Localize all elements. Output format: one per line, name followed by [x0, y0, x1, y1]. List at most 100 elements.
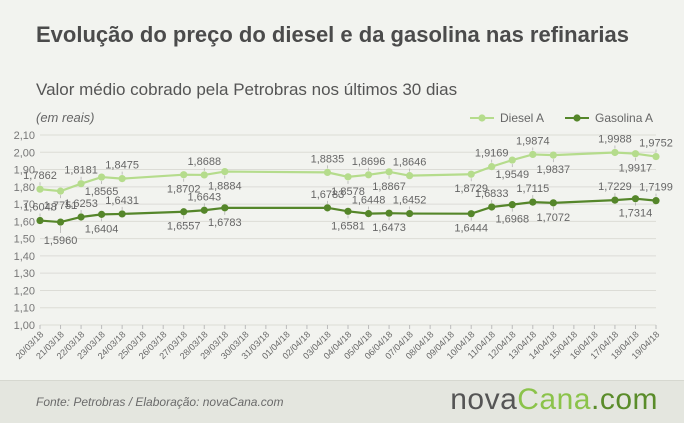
data-label: 1,6783 — [311, 189, 345, 201]
data-label: 1,6452 — [393, 195, 427, 207]
data-label: 1,8565 — [85, 186, 119, 198]
chart-subtitle: Valor médio cobrado pela Petrobras nos ú… — [36, 80, 458, 99]
data-label: 1,8646 — [393, 157, 427, 169]
data-point — [221, 204, 229, 212]
data-point — [180, 171, 188, 179]
data-point — [118, 210, 126, 218]
data-label: 1,6557 — [167, 221, 201, 233]
data-point — [611, 196, 619, 204]
data-label: 1,8696 — [352, 156, 386, 168]
y-tick-label: 1,10 — [14, 303, 35, 315]
x-axis: 20/03/1821/03/1822/03/1823/03/1824/03/18… — [14, 325, 661, 361]
data-point — [344, 173, 352, 181]
line-chart: 2,10 2,00 1,90 1,80 1,70 1,60 1,50 1,40 1,30 1,20… — [14, 111, 673, 361]
data-label: 1,8884 — [208, 181, 242, 193]
data-point — [77, 213, 85, 221]
data-label: 1,8867 — [372, 181, 406, 193]
data-point — [36, 216, 44, 225]
y-tick-label: 1,30 — [14, 268, 35, 280]
data-label: 1,6404 — [85, 223, 119, 235]
y-tick-label: 1,60 — [14, 216, 35, 228]
data-point — [508, 201, 516, 209]
data-point — [611, 148, 619, 157]
data-label: 1,7751 — [44, 200, 78, 212]
data-label: 1,9837 — [537, 164, 571, 176]
data-label: 1,9549 — [495, 169, 529, 181]
y-tick-label: 2,00 — [14, 147, 35, 159]
unit-label: (em reais) — [36, 110, 95, 125]
series-gasolina: 1,6048 1,5960 1,6253 1,6404 1,6431 1,6557 1,66… — [23, 181, 673, 247]
legend-item: Gasolina A — [565, 111, 653, 125]
data-point — [364, 171, 373, 179]
data-point — [364, 210, 373, 218]
data-point — [323, 204, 332, 212]
data-label: 1,8702 — [167, 184, 201, 196]
data-point — [549, 199, 557, 207]
data-point — [467, 170, 475, 178]
data-label: 1,6431 — [105, 195, 139, 207]
data-label: 1,9988 — [598, 133, 632, 145]
data-label: 1,6968 — [495, 214, 529, 226]
data-point — [652, 152, 660, 161]
data-label: 1,6253 — [64, 198, 98, 210]
y-tick-label: 1,80 — [14, 182, 35, 194]
data-label: 1,6048 — [23, 202, 57, 214]
y-tick-label: 1,70 — [14, 199, 35, 211]
data-label: 1,6448 — [352, 195, 386, 207]
data-label: 1,9752 — [639, 138, 673, 150]
data-point — [529, 150, 537, 159]
y-tick-label: 1,20 — [14, 285, 35, 297]
data-point — [406, 209, 414, 218]
data-label: 1,5960 — [44, 235, 78, 247]
data-point — [323, 168, 332, 176]
data-label: 1,7229 — [598, 181, 632, 193]
data-label: 1,8475 — [105, 160, 139, 172]
legend-label: Diesel A — [500, 111, 544, 125]
data-point — [631, 150, 640, 158]
y-tick-label: 2,10 — [14, 130, 35, 142]
series-group: 1,7862 1,7751 1,8181 1,8565 1,8475 1,8702 1,86… — [23, 133, 673, 247]
data-label: 1,6643 — [187, 191, 221, 203]
data-point — [180, 208, 188, 216]
data-point — [56, 187, 65, 195]
data-point — [200, 206, 208, 214]
legend-swatch-dot — [478, 114, 486, 122]
chart-title: Evolução do preço do diesel e da gasolin… — [36, 22, 629, 47]
data-label: 1,7199 — [639, 182, 673, 194]
data-label: 1,8688 — [187, 156, 221, 168]
y-tick-label: 1,50 — [14, 234, 35, 246]
data-label: 1,9917 — [619, 163, 653, 175]
data-point — [385, 209, 393, 217]
brand-part1: nova — [450, 383, 518, 416]
source-note: Fonte: Petrobras / Elaboração: novaCana.… — [36, 395, 284, 409]
y-tick-label: 1,40 — [14, 251, 35, 263]
legend-label: Gasolina A — [595, 111, 653, 125]
data-label: 1,8835 — [311, 153, 345, 165]
data-label: 1,6473 — [372, 222, 406, 234]
data-label: 1,7115 — [516, 183, 549, 195]
data-label: 1,9874 — [516, 135, 550, 147]
data-label: 1,7314 — [619, 208, 653, 220]
data-point — [385, 168, 393, 176]
y-tick-label: 1,90 — [14, 165, 35, 177]
data-point — [77, 180, 85, 188]
data-point — [221, 167, 229, 176]
series-diesel: 1,7862 1,7751 1,8181 1,8565 1,8475 1,8702 1,86… — [23, 133, 673, 212]
data-point — [344, 207, 352, 215]
data-point — [652, 197, 660, 205]
data-label: 1,7862 — [23, 170, 57, 182]
data-point — [631, 195, 640, 203]
brand-logo: novaCana.com — [450, 383, 658, 417]
legend-item: Diesel A — [470, 111, 544, 125]
legend-swatch-dot — [573, 114, 581, 122]
data-label: 1,6783 — [208, 217, 242, 229]
data-label: 1,6581 — [331, 220, 365, 232]
data-label: 1,6833 — [475, 188, 509, 200]
data-point — [98, 173, 106, 181]
data-point — [529, 198, 537, 206]
data-label: 1,8181 — [64, 165, 98, 177]
data-label: 1,8578 — [331, 186, 365, 198]
y-tick-label: 1,00 — [14, 320, 35, 332]
data-label: 1,9169 — [475, 148, 509, 160]
